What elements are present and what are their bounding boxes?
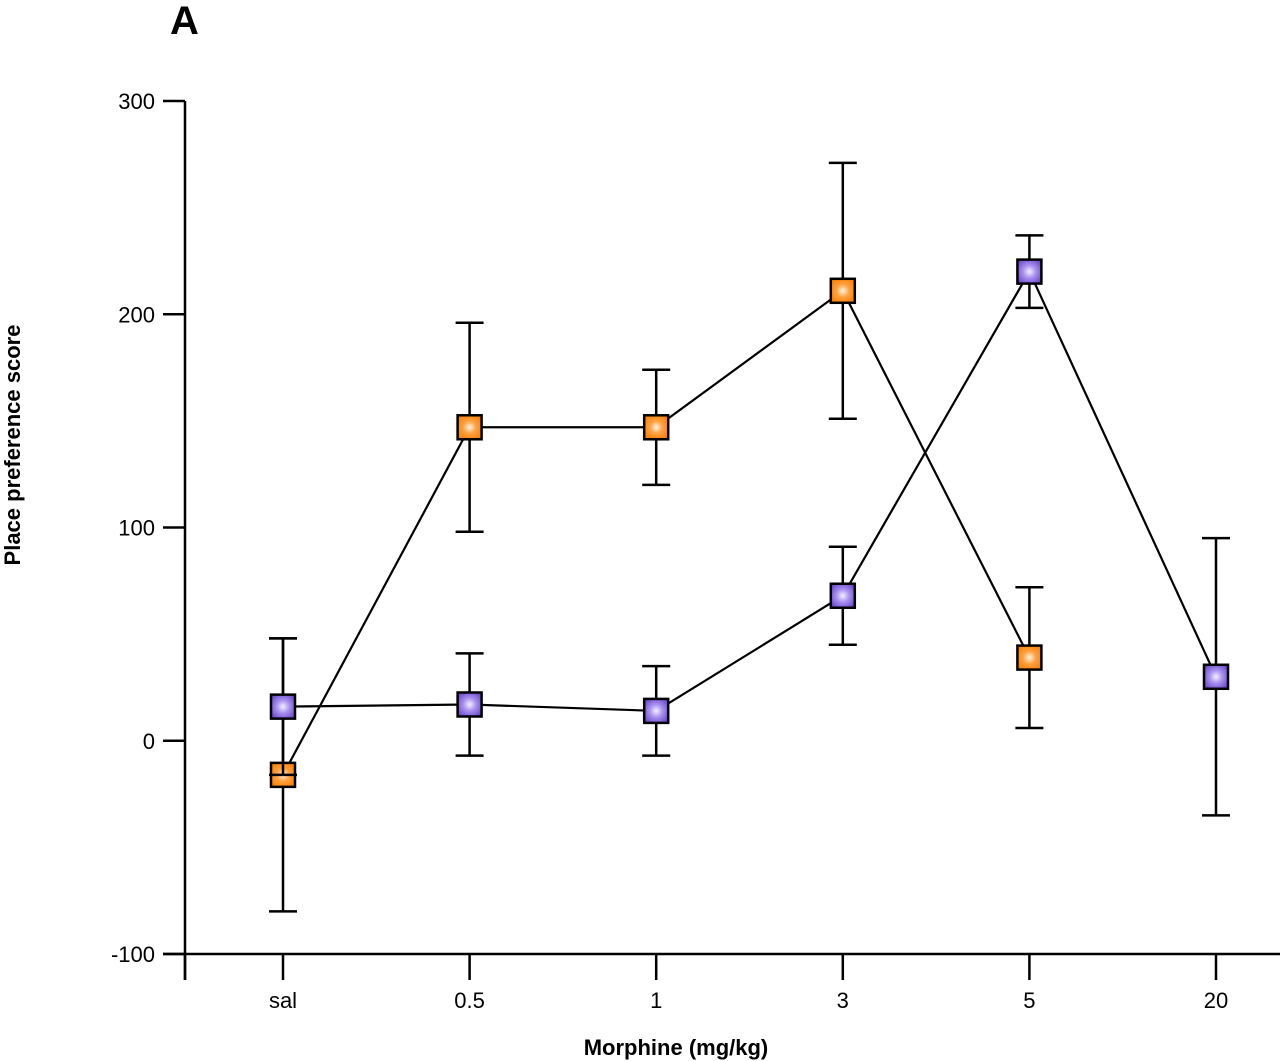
data-point-purple [269, 693, 297, 720]
x-ticks: sal 0.5 1 3 5 20 [183, 954, 1228, 1013]
y-tick-label: 100 [118, 516, 155, 541]
data-point-orange [642, 414, 670, 441]
x-tick-label: 3 [837, 988, 849, 1013]
series-layer [269, 161, 1230, 913]
data-point-purple [1016, 258, 1043, 285]
data-point-purple [456, 691, 483, 718]
x-axis-title: Morphine (mg/kg) [584, 1035, 769, 1060]
y-tick-label: -100 [111, 942, 155, 967]
x-tick-label: sal [269, 988, 297, 1013]
y-ticks: -100 0 100 200 300 [111, 89, 185, 967]
data-point-purple [642, 697, 670, 725]
y-axis-title: Place preference score [0, 325, 25, 566]
panel-label: A [170, 0, 199, 43]
data-point-orange [456, 414, 483, 441]
y-tick-label: 200 [118, 302, 155, 327]
y-tick-label: 0 [143, 729, 155, 754]
data-point-purple [829, 582, 857, 609]
series-line-purple [282, 269, 1217, 713]
series-orange [269, 161, 1044, 913]
data-point-purple [1202, 663, 1230, 691]
y-tick-label: 300 [118, 89, 155, 114]
data-point-orange [829, 277, 857, 305]
x-tick-label: 1 [650, 988, 662, 1013]
x-tick-label: 5 [1023, 988, 1035, 1013]
axes [163, 101, 1280, 980]
x-tick-label: 20 [1204, 988, 1228, 1013]
x-tick-label: 0.5 [454, 988, 485, 1013]
series-purple [269, 234, 1230, 817]
data-point-orange [1016, 644, 1043, 671]
